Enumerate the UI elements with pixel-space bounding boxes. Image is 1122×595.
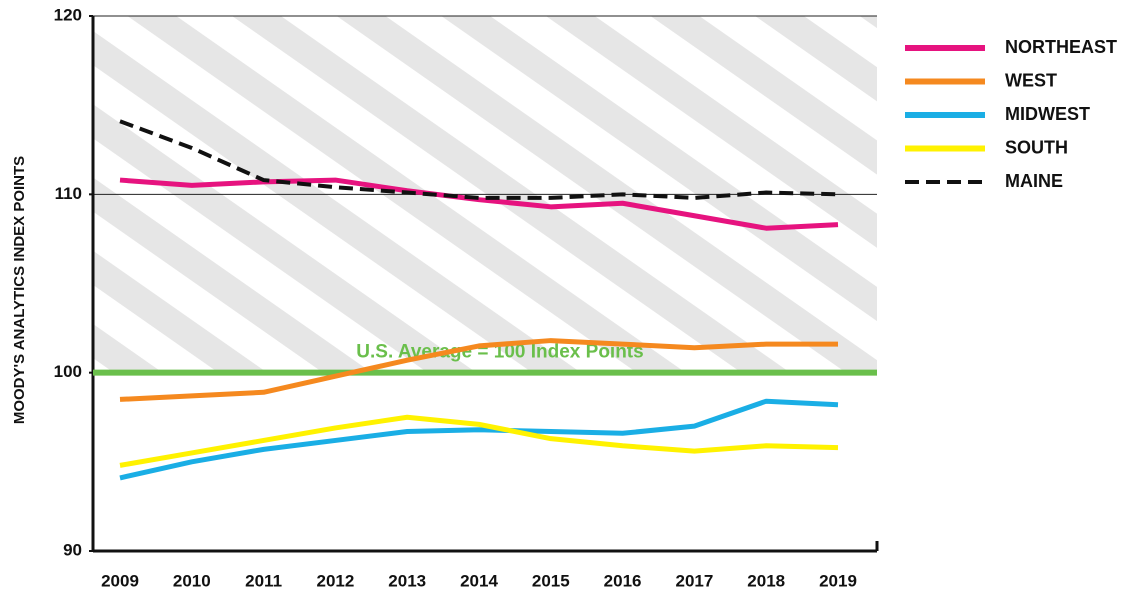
x-tick-label: 2017: [675, 571, 713, 590]
legend-label: MAINE: [1005, 171, 1063, 191]
series-line: [119, 119, 839, 200]
x-tick-label: 2011: [245, 571, 282, 590]
x-tick-label: 2019: [819, 571, 857, 590]
series-line: [119, 338, 838, 402]
y-tick-label: 110: [55, 184, 82, 203]
y-tick-label: 120: [54, 5, 82, 24]
legend-label: MIDWEST: [1005, 104, 1090, 124]
y-tick-label: 90: [63, 540, 82, 559]
series-line: [119, 414, 839, 468]
x-tick-label: 2015: [532, 571, 570, 590]
x-tick-label: 2018: [747, 571, 785, 590]
y-tick-label: 100: [54, 362, 82, 381]
x-tick-label: 2010: [173, 571, 211, 590]
y-axis-label: MOODY'S ANALYTICS INDEX POINTS: [11, 156, 28, 424]
legend-label: NORTHEAST: [1005, 37, 1117, 57]
x-tick-label: 2009: [101, 571, 139, 590]
x-tick-label: 2013: [388, 571, 426, 590]
x-tick-label: 2014: [460, 571, 498, 590]
series-line: [119, 177, 839, 231]
legend-label: WEST: [1005, 70, 1057, 90]
legend-label: SOUTH: [1005, 137, 1068, 157]
x-tick-label: 2016: [604, 571, 642, 590]
series-line: [119, 398, 839, 481]
x-tick-label: 2012: [316, 571, 354, 590]
